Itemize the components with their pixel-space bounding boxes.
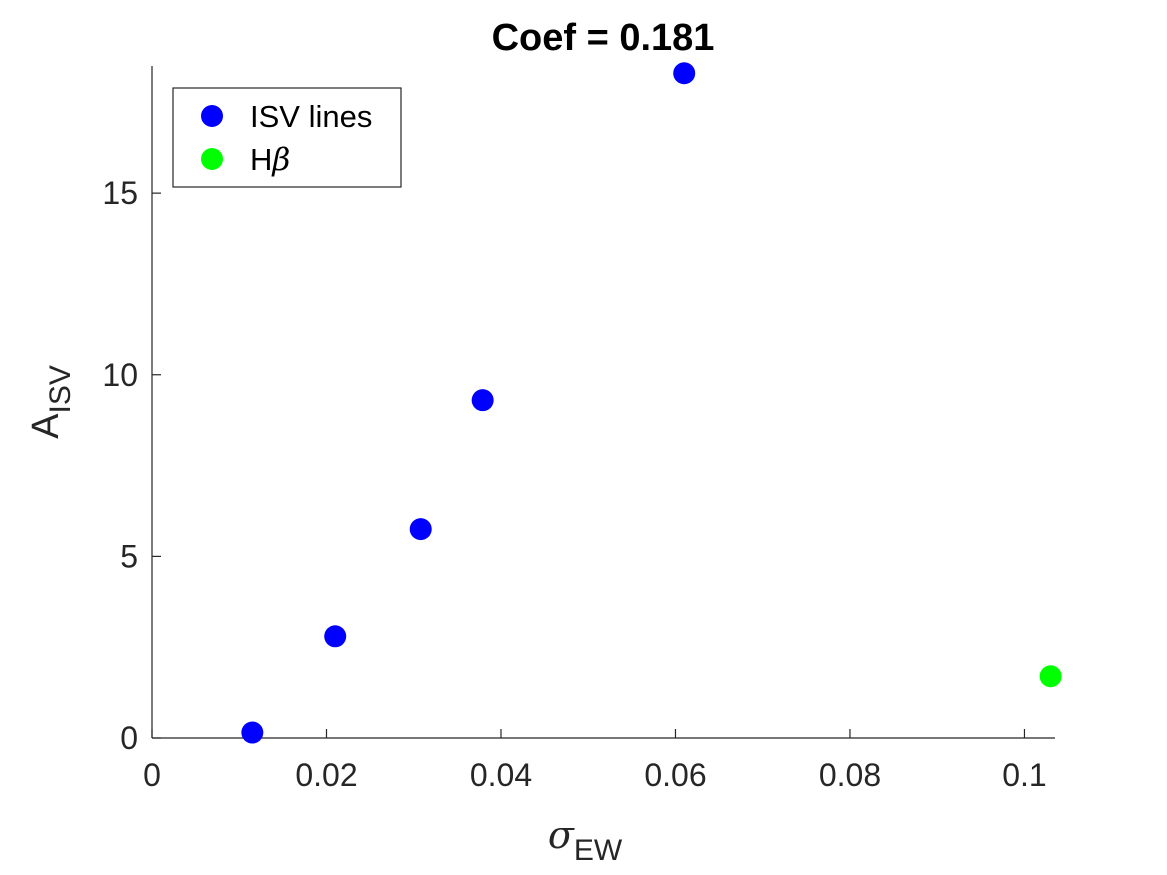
- isv-lines-point: [409, 518, 432, 541]
- x-axis-label-subscript: EW: [574, 834, 623, 867]
- legend-label-isv-lines: ISV lines: [250, 99, 372, 134]
- chart-title: Coef = 0.181: [492, 17, 715, 59]
- y-axis-label-symbol: A: [25, 413, 67, 439]
- y-tick-label: 10: [102, 357, 138, 393]
- x-axis-label-symbol: σ: [548, 813, 575, 857]
- isv-lines-point: [471, 389, 494, 412]
- y-axis-ticks: 0 5 10 15: [102, 175, 161, 756]
- x-axis-ticks: 0 0.02 0.04 0.06 0.08 0.1: [143, 729, 1047, 793]
- y-axis-label-subscript: ISV: [44, 365, 77, 413]
- legend-box: [172, 87, 402, 188]
- x-tick-label: 0.08: [819, 757, 881, 793]
- x-axis-label: σEW: [548, 813, 623, 867]
- legend-marker-h-beta: [201, 148, 223, 170]
- x-tick-label: 0: [143, 757, 161, 793]
- legend-label-h-beta-greek: β: [271, 142, 290, 178]
- data-points: [241, 62, 1062, 744]
- x-tick-label: 0.02: [295, 757, 357, 793]
- legend-label-h-beta: Hβ: [250, 142, 290, 178]
- x-tick-label: 0.04: [470, 757, 532, 793]
- h-beta-point: [1039, 665, 1062, 688]
- legend: ISV lines Hβ: [172, 87, 402, 188]
- isv-lines-point: [324, 625, 347, 648]
- y-axis-label: AISV: [25, 365, 77, 439]
- y-tick-label: 15: [102, 175, 138, 211]
- legend-marker-isv-lines: [201, 105, 223, 127]
- x-tick-label: 0.06: [644, 757, 706, 793]
- legend-label-h-beta-letter: H: [250, 142, 272, 177]
- y-tick-label: 5: [120, 538, 138, 574]
- isv-lines-point: [241, 721, 264, 744]
- y-tick-label: 0: [120, 720, 138, 756]
- isv-lines-point: [673, 62, 696, 85]
- x-tick-label: 0.1: [1002, 757, 1046, 793]
